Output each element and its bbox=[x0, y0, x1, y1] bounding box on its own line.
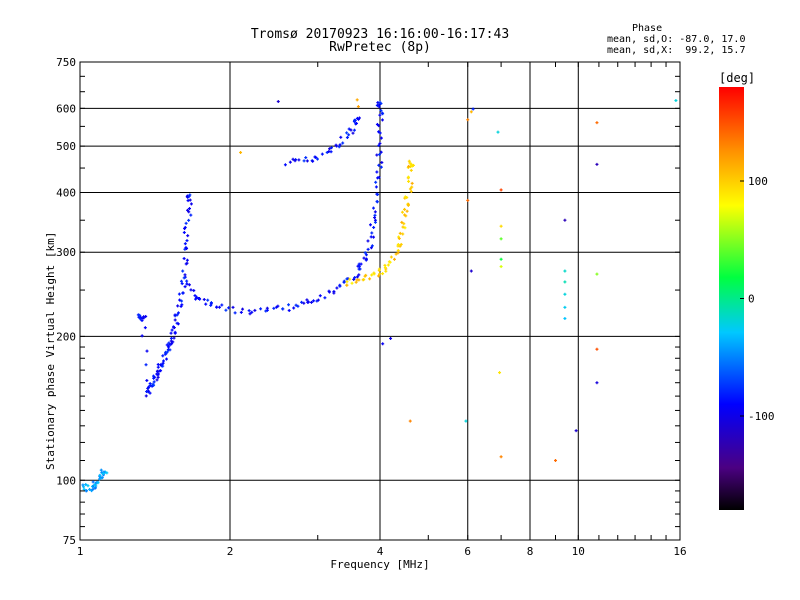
x-tick-label: 16 bbox=[673, 545, 686, 558]
x-tick-label: 8 bbox=[527, 545, 534, 558]
x-axis-label: Frequency [MHz] bbox=[330, 558, 430, 571]
x-tick-label: 4 bbox=[377, 545, 384, 558]
chart-subtitle: RwPretec (8p) bbox=[329, 40, 431, 55]
phase-stats-heading: Phase bbox=[632, 23, 663, 34]
colorbar-tick-label: -100 bbox=[748, 410, 775, 423]
y-tick-label: 500 bbox=[56, 140, 76, 153]
colorbar bbox=[719, 87, 744, 510]
y-tick-label: 300 bbox=[56, 246, 76, 259]
y-tick-label: 100 bbox=[56, 474, 76, 487]
grid-lines bbox=[80, 62, 680, 540]
phase-stats-x-mode: mean, sd,X: 99.2, 15.7 bbox=[607, 45, 746, 56]
phase-stats-o-mode: mean, sd,O: -87.0, 17.0 bbox=[607, 34, 746, 45]
y-tick-label: 600 bbox=[56, 102, 76, 115]
colorbar-ticks: 100 0 -100 bbox=[740, 175, 775, 423]
y-tick-label: 750 bbox=[56, 56, 76, 69]
colorbar-tick-label: 100 bbox=[748, 175, 768, 188]
x-tick-label: 6 bbox=[464, 545, 471, 558]
axis-ticks: 1 2 4 6 8 10 16 75 100 200 300 400 500 600 750 bbox=[56, 56, 687, 558]
y-tick-label: 75 bbox=[63, 534, 76, 547]
data-points bbox=[81, 98, 678, 493]
x-tick-label: 2 bbox=[227, 545, 234, 558]
x-tick-label: 1 bbox=[77, 545, 84, 558]
y-tick-label: 200 bbox=[56, 330, 76, 343]
x-tick-label: 10 bbox=[572, 545, 585, 558]
colorbar-label: [deg] bbox=[719, 71, 756, 85]
chart-title: Tromsø 20170923 16:16:00-16:17:43 bbox=[250, 27, 510, 42]
colorbar-tick-label: 0 bbox=[748, 293, 755, 306]
y-tick-label: 400 bbox=[56, 186, 76, 199]
